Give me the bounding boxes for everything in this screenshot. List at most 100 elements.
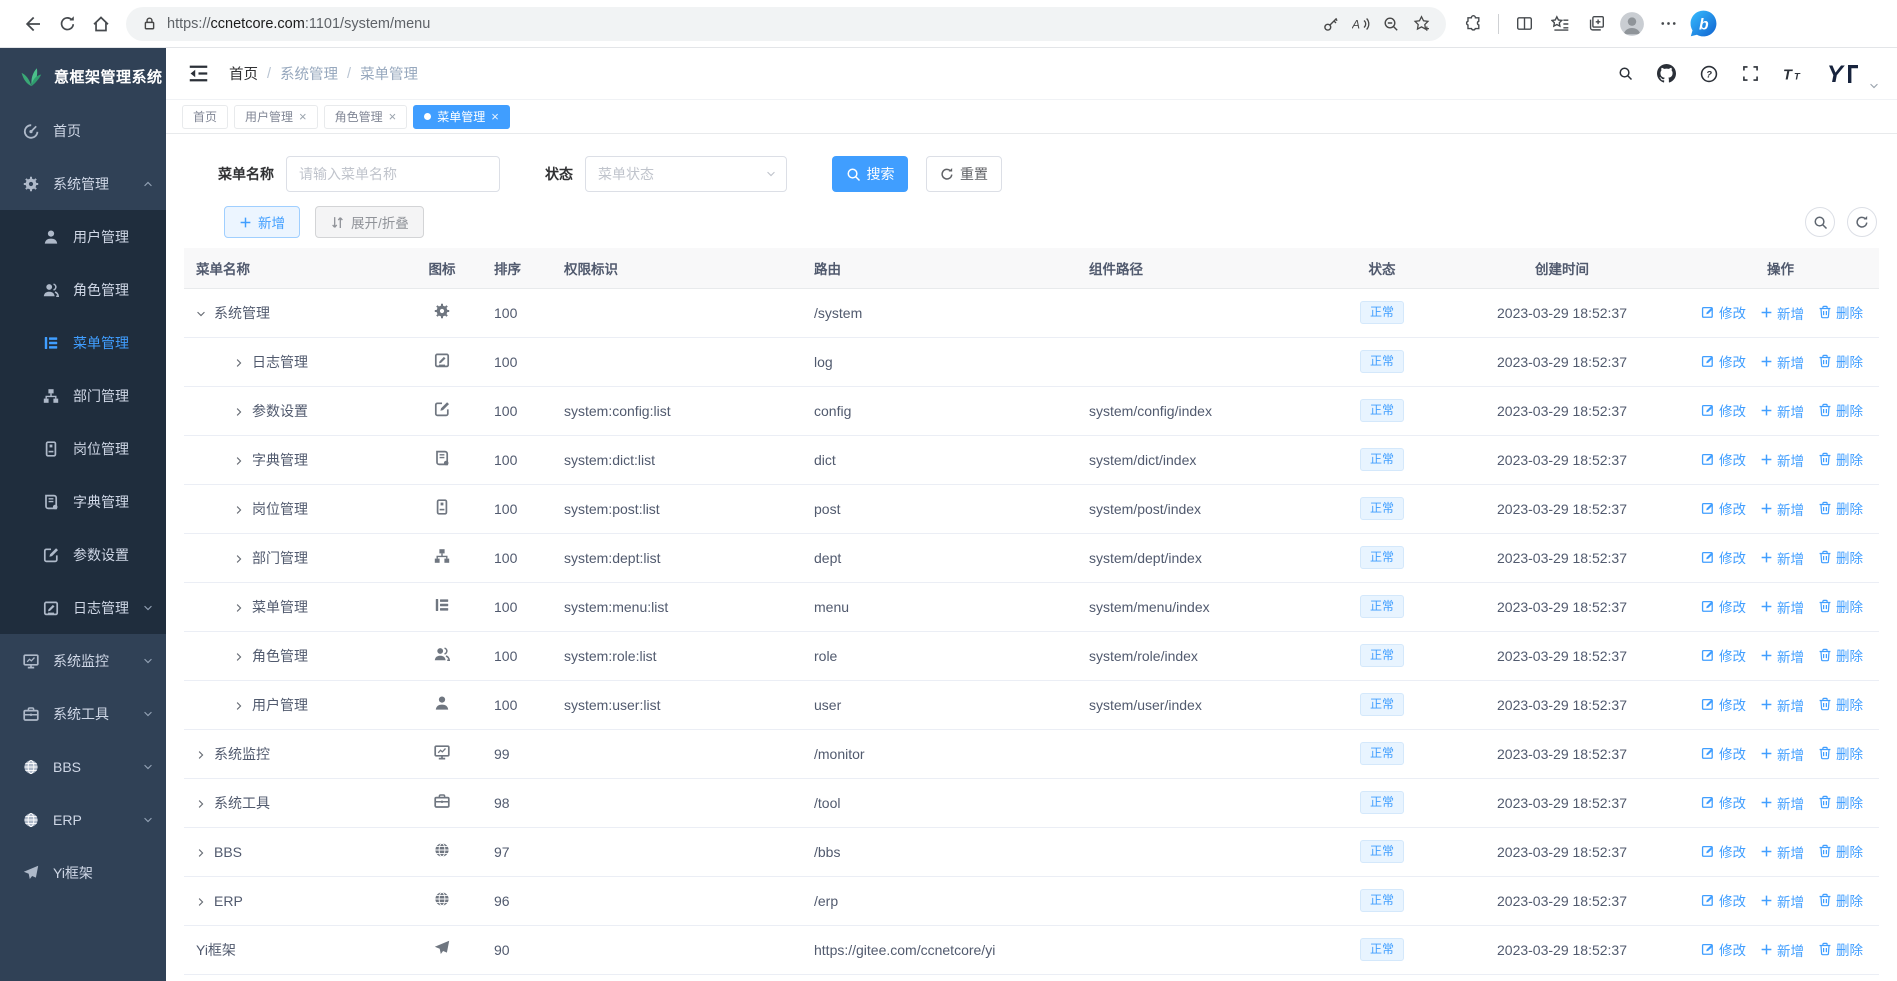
delete-link[interactable]: 删除 xyxy=(1818,449,1863,469)
password-key-button[interactable] xyxy=(1316,9,1346,39)
bing-chat-button[interactable]: b xyxy=(1687,8,1719,40)
edit-link[interactable]: 修改 xyxy=(1701,400,1746,420)
tab-首页[interactable]: 首页 xyxy=(182,104,229,129)
chevron-right-icon[interactable] xyxy=(234,407,252,417)
add-link[interactable]: 新增 xyxy=(1760,303,1804,323)
sidebar-item-ERP[interactable]: ERP xyxy=(0,793,166,846)
chevron-right-icon[interactable] xyxy=(234,505,252,515)
delete-link[interactable]: 删除 xyxy=(1818,596,1863,616)
chevron-right-icon[interactable] xyxy=(234,358,252,368)
edit-link[interactable]: 修改 xyxy=(1701,302,1746,322)
menu-name-input[interactable] xyxy=(286,156,500,192)
sidebar-item-字典管理[interactable]: 字典管理 xyxy=(0,475,166,528)
close-tab-icon[interactable]: × xyxy=(299,109,307,124)
fullscreen-button[interactable] xyxy=(1742,65,1759,82)
add-link[interactable]: 新增 xyxy=(1760,842,1804,862)
sidebar-item-部门管理[interactable]: 部门管理 xyxy=(0,369,166,422)
chevron-right-icon[interactable] xyxy=(234,701,252,711)
chevron-down-icon[interactable] xyxy=(196,309,214,319)
delete-link[interactable]: 删除 xyxy=(1818,400,1863,420)
add-link[interactable]: 新增 xyxy=(1760,499,1804,519)
chevron-right-icon[interactable] xyxy=(234,456,252,466)
delete-link[interactable]: 删除 xyxy=(1818,547,1863,567)
add-link[interactable]: 新增 xyxy=(1760,891,1804,911)
add-link[interactable]: 新增 xyxy=(1760,940,1804,960)
delete-link[interactable]: 删除 xyxy=(1818,841,1863,861)
sidebar-collapse-button[interactable] xyxy=(188,64,209,83)
extensions-button[interactable] xyxy=(1456,7,1490,41)
chevron-right-icon[interactable] xyxy=(234,554,252,564)
delete-link[interactable]: 删除 xyxy=(1818,890,1863,910)
add-link[interactable]: 新增 xyxy=(1760,450,1804,470)
edit-link[interactable]: 修改 xyxy=(1701,547,1746,567)
header-search-button[interactable] xyxy=(1618,66,1633,81)
edit-link[interactable]: 修改 xyxy=(1701,351,1746,371)
delete-link[interactable]: 删除 xyxy=(1818,792,1863,812)
add-link[interactable]: 新增 xyxy=(1760,695,1804,715)
edit-link[interactable]: 修改 xyxy=(1701,498,1746,518)
split-screen-button[interactable] xyxy=(1507,7,1541,41)
edit-link[interactable]: 修改 xyxy=(1701,694,1746,714)
address-bar[interactable]: https://ccnetcore.com:1101/system/menu A xyxy=(126,6,1446,41)
chevron-right-icon[interactable] xyxy=(196,848,214,858)
add-favorite-button[interactable] xyxy=(1406,9,1436,39)
add-link[interactable]: 新增 xyxy=(1760,793,1804,813)
delete-link[interactable]: 删除 xyxy=(1818,302,1863,322)
hide-search-button[interactable] xyxy=(1805,207,1835,237)
reset-button[interactable]: 重置 xyxy=(926,156,1002,192)
add-link[interactable]: 新增 xyxy=(1760,597,1804,617)
close-tab-icon[interactable]: × xyxy=(491,109,499,124)
edit-link[interactable]: 修改 xyxy=(1701,449,1746,469)
chevron-right-icon[interactable] xyxy=(234,603,252,613)
sidebar-item-Yi框架[interactable]: Yi框架 xyxy=(0,846,166,899)
delete-link[interactable]: 删除 xyxy=(1818,498,1863,518)
tab-用户管理[interactable]: 用户管理 × xyxy=(234,104,318,129)
zoom-out-button[interactable] xyxy=(1376,9,1406,39)
edit-link[interactable]: 修改 xyxy=(1701,890,1746,910)
delete-link[interactable]: 删除 xyxy=(1818,645,1863,665)
app-logo[interactable]: 意框架管理系统 xyxy=(0,48,166,104)
edit-link[interactable]: 修改 xyxy=(1701,645,1746,665)
sidebar-item-菜单管理[interactable]: 菜单管理 xyxy=(0,316,166,369)
add-link[interactable]: 新增 xyxy=(1760,744,1804,764)
help-button[interactable]: ? xyxy=(1700,65,1718,83)
add-link[interactable]: 新增 xyxy=(1760,352,1804,372)
sidebar-item-系统工具[interactable]: 系统工具 xyxy=(0,687,166,740)
chevron-right-icon[interactable] xyxy=(234,652,252,662)
sidebar-item-首页[interactable]: 首页 xyxy=(0,104,166,157)
read-aloud-button[interactable]: A xyxy=(1346,9,1376,39)
sidebar-item-用户管理[interactable]: 用户管理 xyxy=(0,210,166,263)
sidebar-item-系统监控[interactable]: 系统监控 xyxy=(0,634,166,687)
expand-collapse-button[interactable]: 展开/折叠 xyxy=(315,206,424,238)
status-select[interactable]: 菜单状态 xyxy=(585,156,787,192)
browser-menu-button[interactable] xyxy=(1651,7,1685,41)
search-button[interactable]: 搜索 xyxy=(832,156,908,192)
edit-link[interactable]: 修改 xyxy=(1701,841,1746,861)
browser-back-button[interactable] xyxy=(16,7,50,41)
chevron-right-icon[interactable] xyxy=(196,799,214,809)
close-tab-icon[interactable]: × xyxy=(388,109,397,124)
add-button[interactable]: 新增 xyxy=(224,206,300,238)
breadcrumb-home[interactable]: 首页 xyxy=(229,67,258,83)
delete-link[interactable]: 删除 xyxy=(1818,351,1863,371)
tab-菜单管理[interactable]: 菜单管理 × xyxy=(413,104,510,129)
browser-refresh-button[interactable] xyxy=(50,7,84,41)
browser-home-button[interactable] xyxy=(84,7,118,41)
edit-link[interactable]: 修改 xyxy=(1701,792,1746,812)
delete-link[interactable]: 删除 xyxy=(1818,743,1863,763)
edit-link[interactable]: 修改 xyxy=(1701,939,1746,959)
edit-link[interactable]: 修改 xyxy=(1701,743,1746,763)
sidebar-item-参数设置[interactable]: 参数设置 xyxy=(0,528,166,581)
delete-link[interactable]: 删除 xyxy=(1818,939,1863,959)
github-button[interactable] xyxy=(1657,64,1676,83)
sidebar-item-岗位管理[interactable]: 岗位管理 xyxy=(0,422,166,475)
add-link[interactable]: 新增 xyxy=(1760,401,1804,421)
tab-角色管理[interactable]: 角色管理 × xyxy=(323,104,408,129)
breadcrumb-menu[interactable]: 菜单管理 xyxy=(360,67,419,83)
edit-link[interactable]: 修改 xyxy=(1701,596,1746,616)
chevron-right-icon[interactable] xyxy=(196,897,214,907)
sidebar-item-系统管理[interactable]: 系统管理 xyxy=(0,157,166,210)
user-logo-dropdown[interactable]: Y xyxy=(1827,61,1878,88)
favorites-button[interactable] xyxy=(1543,7,1577,41)
